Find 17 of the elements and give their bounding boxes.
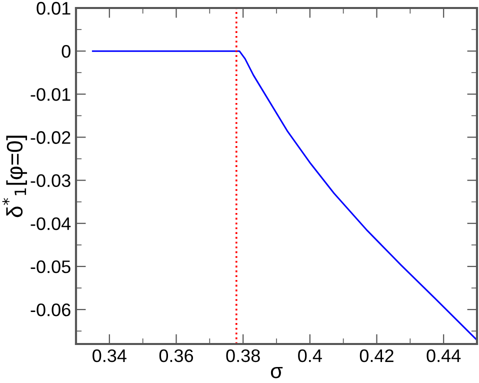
- y-tick-label: -0.02: [30, 131, 70, 144]
- x-tick-label: 0.34: [92, 349, 126, 362]
- y-tick-label: -0.04: [30, 217, 71, 230]
- line-series: [92, 50, 477, 341]
- y-tick-label: 0: [62, 45, 70, 58]
- x-tick-label: 0.44: [426, 349, 461, 362]
- y-tick-label: -0.01: [30, 88, 70, 101]
- x-tick-label: 0.36: [159, 349, 194, 362]
- y-axis-title: δ$^{*}$$_{1}$[φ=0]: [2, 136, 27, 218]
- x-tick-label: 0.4: [298, 349, 322, 362]
- x-tick-label: 0.42: [360, 349, 394, 362]
- x-tick-label: 0.38: [226, 349, 260, 362]
- y-tick-label: -0.06: [30, 303, 70, 316]
- x-axis-title: σ: [270, 367, 283, 378]
- y-tick-label: -0.03: [30, 174, 70, 188]
- y-tick-label: 0.01: [36, 2, 70, 15]
- y-tick-label: -0.05: [30, 260, 70, 274]
